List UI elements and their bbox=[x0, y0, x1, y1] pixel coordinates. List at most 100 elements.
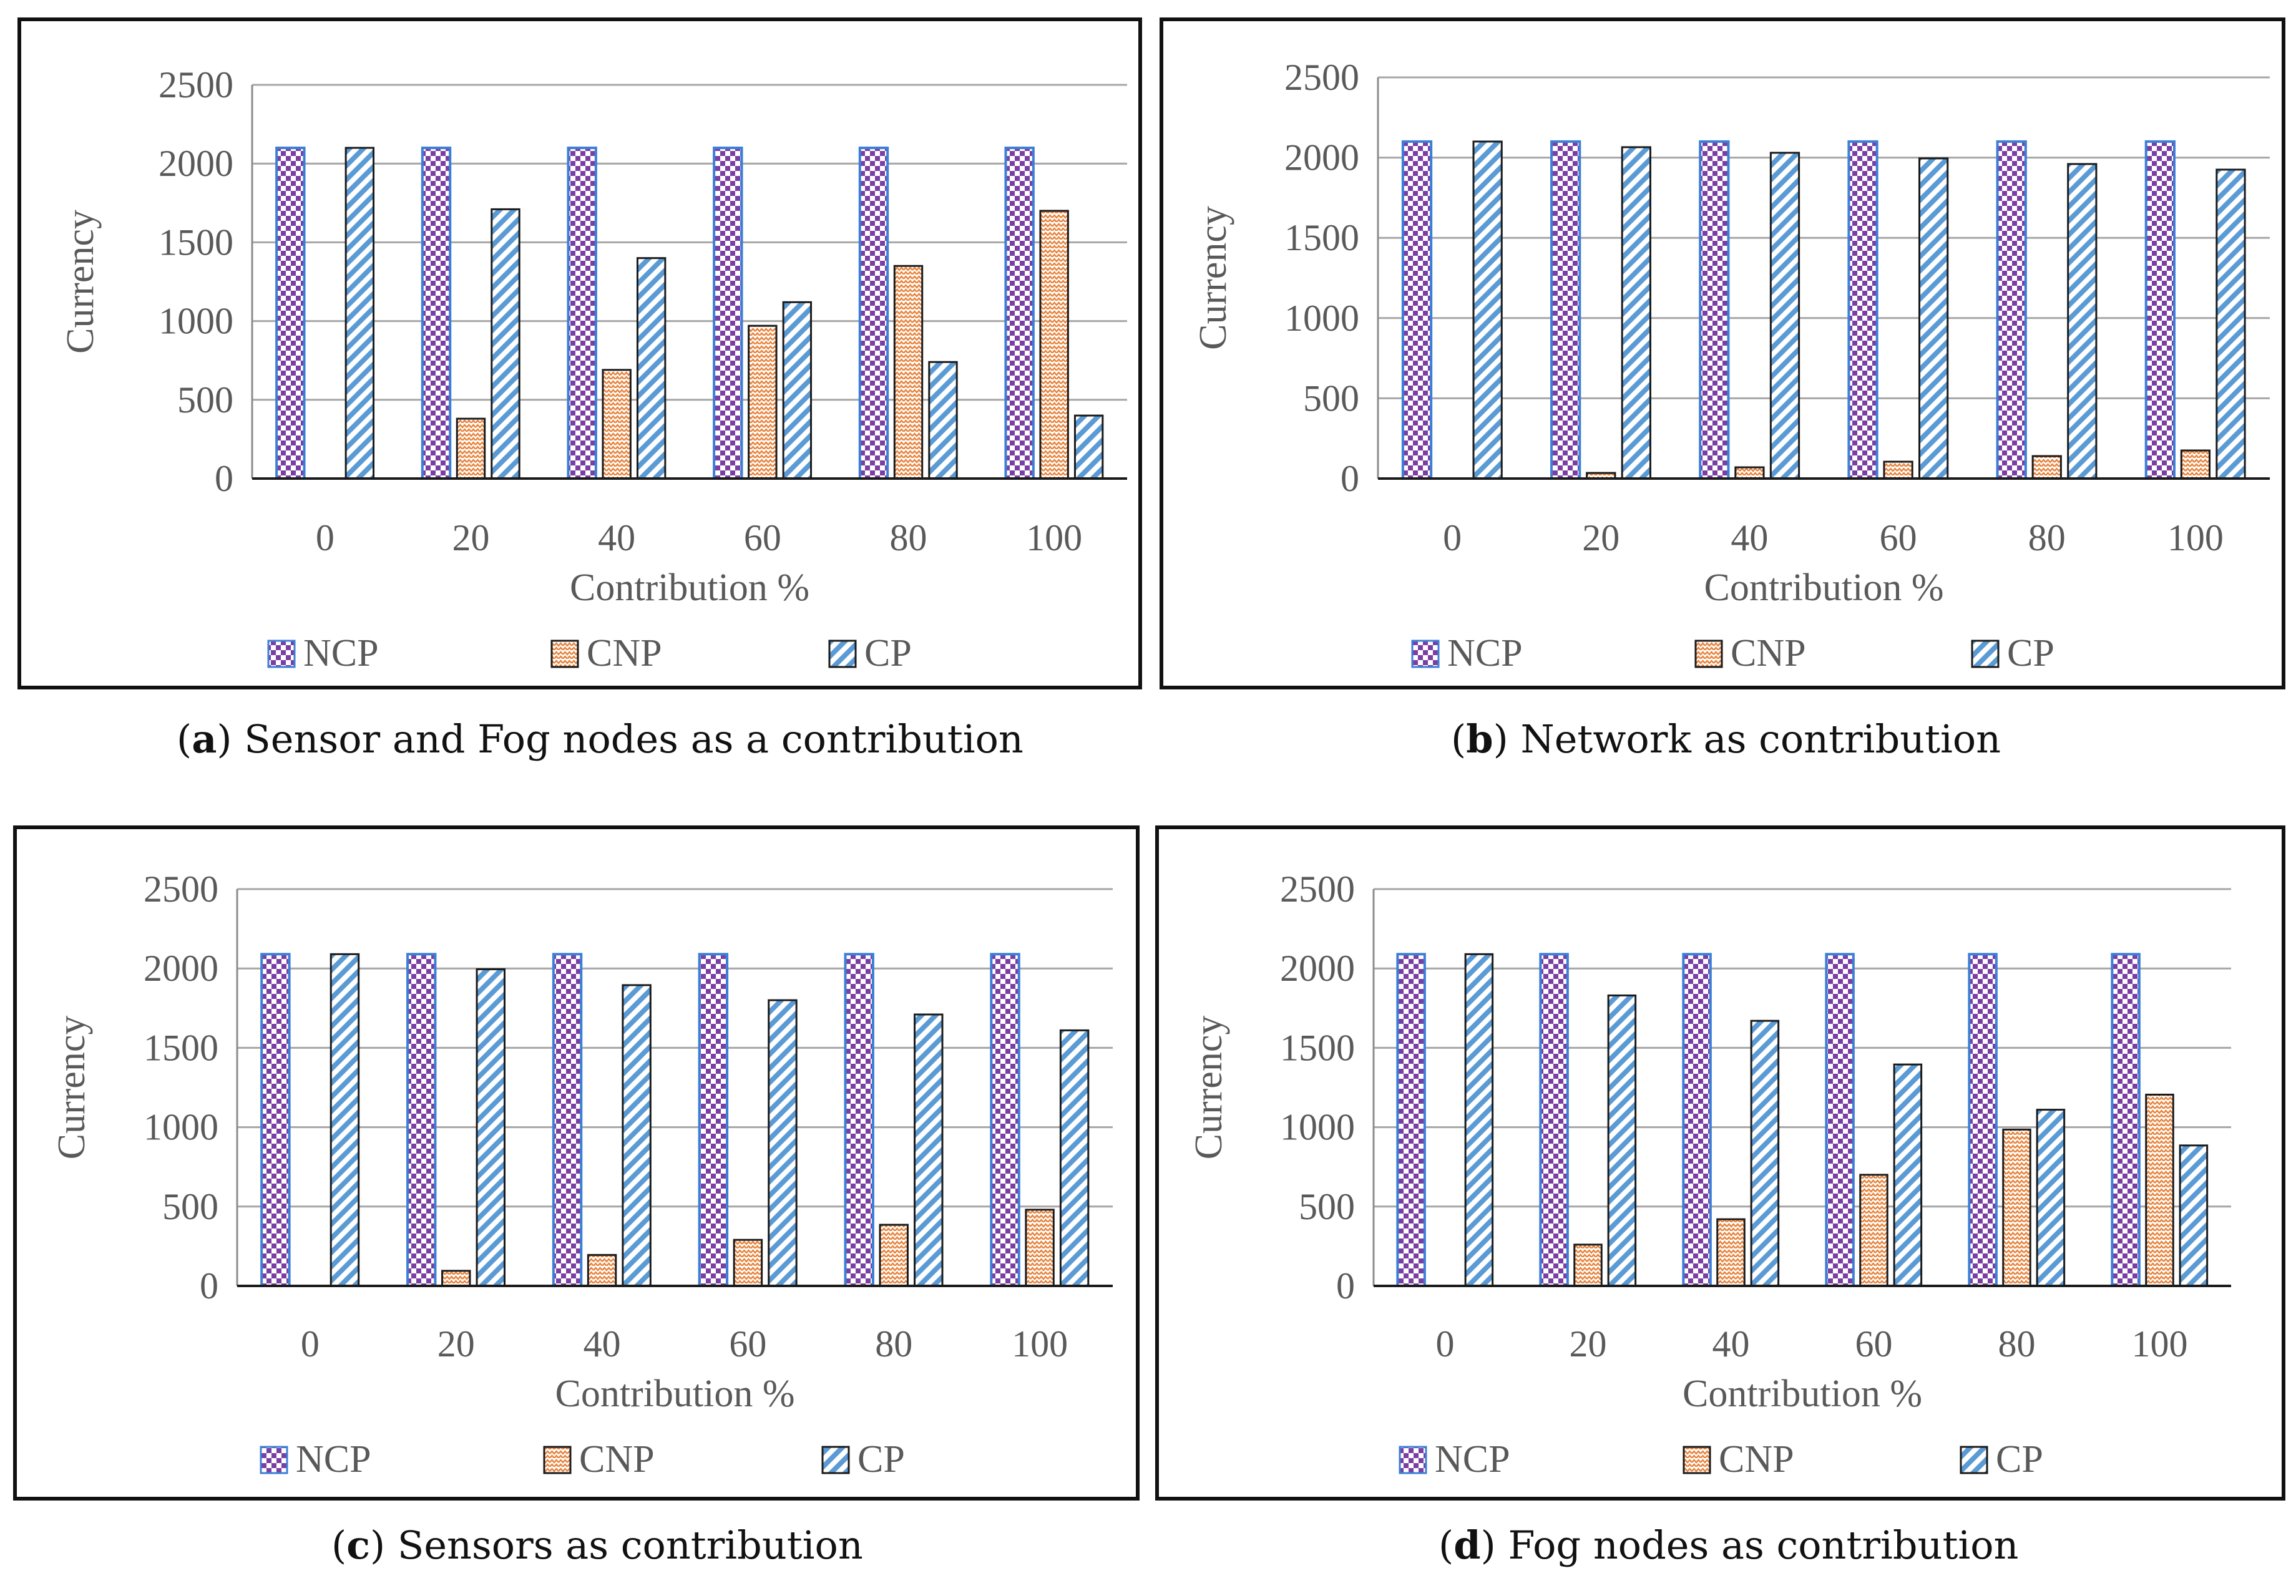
bar-cp-40 bbox=[1750, 1019, 1780, 1287]
legend-swatch-cnp bbox=[543, 1446, 572, 1474]
bar-ncp-40 bbox=[567, 146, 597, 480]
bar-ncp-60 bbox=[698, 953, 729, 1287]
y-axis-label: Currency bbox=[59, 210, 102, 354]
x-tick-label: 20 bbox=[1582, 517, 1619, 558]
y-tick-label: 0 bbox=[200, 1265, 218, 1306]
bar-cnp-80 bbox=[893, 265, 924, 480]
x-tick-label: 20 bbox=[1570, 1323, 1607, 1365]
bar-ncp-40 bbox=[1699, 140, 1730, 480]
caption-letter-d: d bbox=[1453, 1522, 1481, 1568]
caption-text-d: Fog nodes as contribution bbox=[1508, 1522, 2019, 1568]
chart-svg-a: 0 500 1000 1500 2000 2500 0 20 40 60 80 100 Contribu… bbox=[59, 64, 1127, 674]
y-tick-label: 1000 bbox=[1280, 1107, 1355, 1148]
bar-ncp-80 bbox=[1968, 953, 1998, 1287]
x-tick-label: 0 bbox=[301, 1323, 320, 1365]
bar-cnp-100 bbox=[2145, 1093, 2174, 1287]
x-tick-label: 0 bbox=[1443, 517, 1462, 558]
y-tick-label: 0 bbox=[1336, 1265, 1355, 1306]
x-axis-label: Contribution % bbox=[1683, 1373, 1922, 1415]
bar-cp-60 bbox=[1893, 1063, 1923, 1287]
bar-ncp-60 bbox=[1847, 140, 1878, 480]
x-tick-label: 0 bbox=[1436, 1323, 1455, 1365]
bar-cnp-40 bbox=[1734, 466, 1765, 480]
bar-ncp-80 bbox=[844, 953, 874, 1287]
y-tick-label: 500 bbox=[1303, 377, 1359, 419]
y-axis-label: Currency bbox=[51, 1016, 93, 1160]
y-tick-label: 1000 bbox=[1284, 298, 1359, 339]
y-tick-label: 2500 bbox=[1284, 57, 1359, 98]
bar-cp-80 bbox=[928, 361, 958, 480]
y-tick-label: 0 bbox=[215, 458, 233, 499]
bar-cp-0 bbox=[330, 953, 360, 1287]
legend-swatch-cp bbox=[828, 640, 857, 668]
bar-ncp-40 bbox=[552, 953, 583, 1287]
x-tick-label: 80 bbox=[2028, 517, 2066, 558]
chart-panel-b: 0 500 1000 1500 2000 2500 0 20 40 60 80 100 Contribu… bbox=[1160, 17, 2285, 689]
bar-cp-60 bbox=[782, 301, 813, 480]
bar-cp-80 bbox=[914, 1013, 944, 1287]
bar-ncp-60 bbox=[1825, 953, 1855, 1287]
y-tick-label: 1500 bbox=[144, 1027, 218, 1068]
bar-cnp-60 bbox=[1859, 1174, 1888, 1287]
bar-cp-100 bbox=[1073, 414, 1104, 480]
bar-cnp-20 bbox=[456, 417, 486, 480]
bar-cp-60 bbox=[1918, 157, 1949, 480]
bar-cnp-60 bbox=[733, 1238, 763, 1287]
bar-ncp-80 bbox=[858, 146, 889, 480]
bar-cp-40 bbox=[636, 257, 667, 480]
legend-label-cnp: CNP bbox=[1719, 1438, 1794, 1481]
y-tick-label: 2000 bbox=[1280, 948, 1355, 989]
legend-label-cp: CP bbox=[2007, 632, 2054, 674]
x-tick-label: 80 bbox=[890, 517, 927, 558]
bar-cnp-80 bbox=[2031, 455, 2062, 480]
x-tick-label: 60 bbox=[1855, 1323, 1893, 1365]
y-tick-label: 500 bbox=[177, 379, 233, 421]
chart-panel-d: 0 500 1000 1500 2000 2500 0 20 40 60 80 100 Contribu… bbox=[1155, 825, 2285, 1501]
legend-label-cnp: CNP bbox=[587, 632, 662, 674]
chart-panel-a: 0 500 1000 1500 2000 2500 0 20 40 60 80 100 Contribu… bbox=[17, 17, 1142, 689]
y-tick-label: 0 bbox=[1341, 458, 1359, 499]
legend-swatch-cp bbox=[1960, 1446, 1988, 1474]
bar-cp-60 bbox=[768, 999, 798, 1287]
chart-panel-c: 0 500 1000 1500 2000 2500 0 20 40 60 80 100 Contribu… bbox=[13, 825, 1140, 1501]
bar-cp-100 bbox=[1059, 1029, 1090, 1287]
bar-cp-40 bbox=[1769, 152, 1800, 480]
bar-ncp-100 bbox=[2111, 953, 2141, 1287]
y-tick-label: 2000 bbox=[159, 143, 233, 184]
bar-cnp-100 bbox=[2180, 449, 2211, 480]
x-axis-label: Contribution % bbox=[1704, 567, 1943, 609]
bar-ncp-100 bbox=[990, 953, 1020, 1287]
legend-swatch-cp bbox=[821, 1446, 850, 1474]
y-tick-label: 2500 bbox=[144, 869, 218, 910]
caption-c: (c) Sensors as contribution bbox=[331, 1522, 863, 1568]
caption-d: (d) Fog nodes as contribution bbox=[1439, 1522, 2019, 1568]
x-tick-label: 100 bbox=[1026, 517, 1082, 558]
legend-label-ncp: NCP bbox=[1447, 632, 1523, 674]
bar-cp-0 bbox=[1472, 140, 1503, 480]
caption-text-c: Sensors as contribution bbox=[397, 1522, 863, 1568]
x-tick-label: 80 bbox=[1998, 1323, 2036, 1365]
bar-cnp-100 bbox=[1039, 210, 1069, 480]
x-tick-label: 0 bbox=[316, 517, 335, 558]
y-tick-label: 500 bbox=[162, 1186, 218, 1227]
bar-cnp-40 bbox=[602, 369, 632, 480]
x-tick-label: 40 bbox=[1712, 1323, 1750, 1365]
chart-svg-d: 0 500 1000 1500 2000 2500 0 20 40 60 80 100 Contribu… bbox=[1188, 869, 2231, 1481]
y-tick-label: 2500 bbox=[159, 64, 233, 105]
legend-swatch-cnp bbox=[1683, 1446, 1711, 1474]
bar-cnp-20 bbox=[441, 1270, 471, 1287]
bar-ncp-0 bbox=[1401, 140, 1433, 480]
caption-a: (a) Sensor and Fog nodes as a contributi… bbox=[177, 716, 1023, 762]
bar-ncp-20 bbox=[1539, 953, 1569, 1287]
caption-letter-b: b bbox=[1466, 716, 1493, 762]
y-tick-label: 1500 bbox=[1280, 1027, 1355, 1068]
bar-cp-0 bbox=[344, 147, 375, 480]
y-tick-label: 1500 bbox=[1284, 217, 1359, 258]
bar-ncp-80 bbox=[1996, 140, 2027, 480]
x-axis-label: Contribution % bbox=[555, 1373, 794, 1415]
y-tick-label: 2000 bbox=[1284, 137, 1359, 178]
bar-cp-20 bbox=[1621, 146, 1651, 480]
bar-cnp-80 bbox=[879, 1224, 909, 1287]
x-tick-label: 20 bbox=[452, 517, 490, 558]
bar-ncp-0 bbox=[275, 146, 306, 480]
